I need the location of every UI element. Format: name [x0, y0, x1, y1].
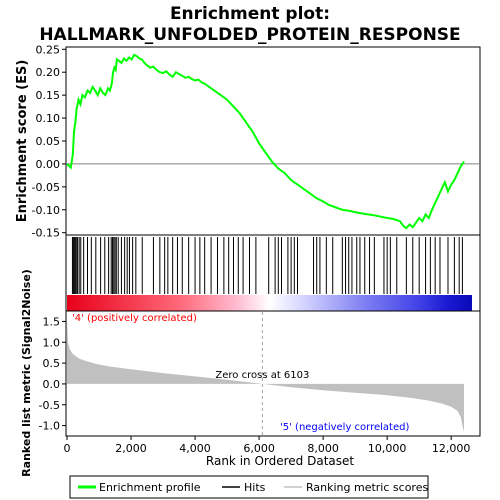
- ranking-ytick-label: 1.5: [43, 315, 61, 328]
- pos-correlated-label: '4' (positively correlated): [72, 313, 197, 324]
- ranking-xtick-label: 8,000: [307, 442, 339, 455]
- rank-color-bar: [67, 295, 472, 311]
- ranking-ytick-label: -1.0: [39, 420, 60, 433]
- es-ytick-label: -0.05: [32, 181, 60, 194]
- ranking-panel: -1.0 -0.5 0.0 0.5 1.0 1.5 0 2,000 4,000 6,000 8,00…: [20, 269, 481, 477]
- es-panel: -0.15-0.10-0.050.000.050.100.150.200.25 …: [15, 43, 481, 240]
- ranking-ytick-label: 1.0: [43, 336, 61, 349]
- ranking-ylabel: Ranked list metric (Signal2Noise): [20, 269, 33, 477]
- legend-profile-label: Enrichment profile: [99, 481, 201, 494]
- neg-correlated-label: '5' (negatively correlated): [280, 422, 409, 433]
- ranking-ytick-label: 0.0: [43, 378, 61, 391]
- es-ytick-label: 0.15: [36, 89, 61, 102]
- chart-subtitle: HALLMARK_UNFOLDED_PROTEIN_RESPONSE: [39, 25, 460, 45]
- es-ytick-label: 0.10: [36, 112, 61, 125]
- ranking-xtick-label: 0: [64, 442, 71, 455]
- es-axis-ticks: -0.15 -0.10 -0.05 0.00 0.05 0.10 0.15 0.20 0.25: [32, 43, 66, 240]
- es-ylabel: Enrichment score (ES): [15, 60, 30, 223]
- es-ytick-label: 0.25: [36, 43, 61, 56]
- ranking-ytick-label: 0.5: [43, 357, 61, 370]
- es-ytick-label: 0.05: [36, 135, 61, 148]
- es-ytick-label: -0.15: [32, 227, 60, 240]
- ranking-xtick-label: 2,000: [115, 442, 147, 455]
- ranking-xlabel: Rank in Ordered Dataset: [206, 454, 354, 468]
- zero-cross-label: Zero cross at 6103: [215, 370, 309, 381]
- ranking-xtick-label: 4,000: [179, 442, 211, 455]
- es-ytick-label: -0.10: [32, 204, 60, 217]
- legend-hits-label: Hits: [244, 481, 266, 494]
- ranking-xtick-label: 12,000: [432, 442, 471, 455]
- chart-title: Enrichment plot:: [170, 4, 330, 24]
- ranking-xtick-label: 10,000: [368, 442, 407, 455]
- hits-panel: [65, 234, 481, 312]
- ranking-ytick-label: -0.5: [39, 399, 60, 412]
- es-panel-frame: [65, 46, 481, 236]
- hit-lines: [71, 237, 463, 294]
- es-ytick-label: 0.00: [36, 158, 61, 171]
- legend-frame: [69, 475, 429, 499]
- enrichment-profile-line: [66, 53, 465, 230]
- ranking-metric-area: [67, 319, 464, 432]
- es-ytick-label: 0.20: [36, 66, 61, 79]
- ranking-axis-ticks: -1.0 -0.5 0.0 0.5 1.0 1.5 0 2,000 4,000 6,000 8,00…: [39, 315, 471, 455]
- legend-ranking-label: Ranking metric scores: [306, 481, 428, 494]
- ranking-xtick-label: 6,000: [243, 442, 275, 455]
- legend: Enrichment profile Hits Ranking metric s…: [69, 475, 429, 499]
